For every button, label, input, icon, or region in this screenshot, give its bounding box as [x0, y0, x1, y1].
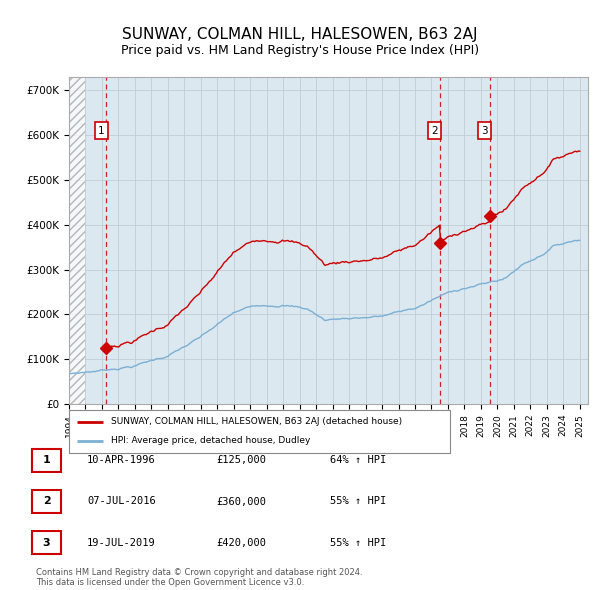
- Text: 1: 1: [98, 126, 105, 136]
- Text: 3: 3: [482, 126, 488, 136]
- Text: Contains HM Land Registry data © Crown copyright and database right 2024.
This d: Contains HM Land Registry data © Crown c…: [36, 568, 362, 587]
- Text: 2: 2: [431, 126, 438, 136]
- Text: £125,000: £125,000: [216, 455, 266, 465]
- Text: 55% ↑ HPI: 55% ↑ HPI: [330, 497, 386, 506]
- Text: 55% ↑ HPI: 55% ↑ HPI: [330, 538, 386, 548]
- FancyBboxPatch shape: [69, 410, 450, 453]
- Text: 19-JUL-2019: 19-JUL-2019: [87, 538, 156, 548]
- Text: 3: 3: [43, 538, 50, 548]
- Text: 2: 2: [43, 497, 50, 506]
- Text: £420,000: £420,000: [216, 538, 266, 548]
- Text: HPI: Average price, detached house, Dudley: HPI: Average price, detached house, Dudl…: [111, 436, 310, 445]
- FancyBboxPatch shape: [32, 448, 61, 472]
- FancyBboxPatch shape: [32, 490, 61, 513]
- Text: 07-JUL-2016: 07-JUL-2016: [87, 497, 156, 506]
- Text: SUNWAY, COLMAN HILL, HALESOWEN, B63 2AJ: SUNWAY, COLMAN HILL, HALESOWEN, B63 2AJ: [122, 27, 478, 41]
- Text: 10-APR-1996: 10-APR-1996: [87, 455, 156, 465]
- Text: Price paid vs. HM Land Registry's House Price Index (HPI): Price paid vs. HM Land Registry's House …: [121, 44, 479, 57]
- FancyBboxPatch shape: [32, 531, 61, 555]
- Text: SUNWAY, COLMAN HILL, HALESOWEN, B63 2AJ (detached house): SUNWAY, COLMAN HILL, HALESOWEN, B63 2AJ …: [111, 418, 402, 427]
- Text: 64% ↑ HPI: 64% ↑ HPI: [330, 455, 386, 465]
- Text: 1: 1: [43, 455, 50, 465]
- Text: £360,000: £360,000: [216, 497, 266, 506]
